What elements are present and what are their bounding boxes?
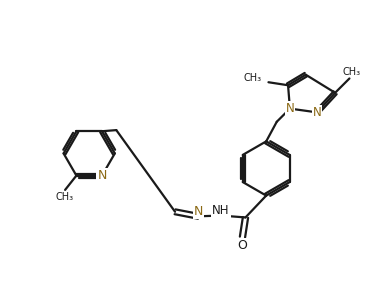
Text: NH: NH <box>212 204 230 217</box>
Text: CH₃: CH₃ <box>243 73 262 83</box>
Text: N: N <box>97 169 107 182</box>
Text: O: O <box>237 239 248 252</box>
Text: N: N <box>313 106 321 119</box>
Text: CH₃: CH₃ <box>342 67 360 77</box>
Text: N: N <box>194 204 203 217</box>
Text: CH₃: CH₃ <box>55 192 73 202</box>
Text: N: N <box>285 102 294 115</box>
